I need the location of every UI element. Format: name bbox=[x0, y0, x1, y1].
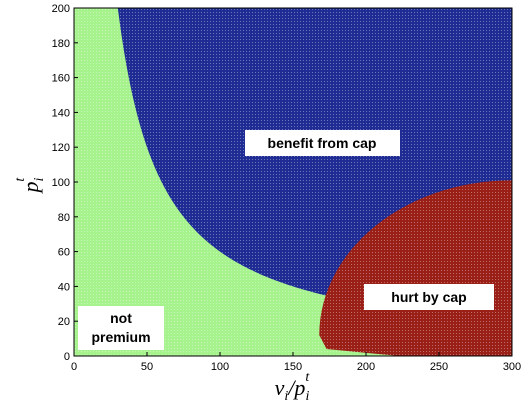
x-axis-label: vi/pit bbox=[275, 370, 311, 404]
y-tick-label: 200 bbox=[52, 3, 70, 15]
svg-text:hurt by cap: hurt by cap bbox=[391, 289, 466, 305]
svg-text:benefit from cap: benefit from cap bbox=[268, 135, 377, 151]
x-tick-label: 50 bbox=[141, 361, 153, 373]
y-tick-label: 60 bbox=[58, 247, 70, 259]
x-tick-label: 300 bbox=[503, 361, 521, 373]
y-tick-label: 40 bbox=[58, 281, 70, 293]
y-tick-label: 80 bbox=[58, 212, 70, 224]
label-hurt-by-cap: hurt by cap bbox=[364, 284, 494, 310]
y-tick-label: 180 bbox=[52, 38, 70, 50]
y-tick-label: 160 bbox=[52, 73, 70, 85]
svg-text:premium: premium bbox=[91, 329, 150, 345]
y-axis-label: pit bbox=[13, 177, 47, 195]
y-tick-label: 140 bbox=[52, 107, 70, 119]
svg-text:not: not bbox=[110, 310, 132, 326]
x-tick-label: 200 bbox=[357, 361, 375, 373]
plot-area bbox=[74, 8, 512, 356]
x-tick-label: 250 bbox=[430, 361, 448, 373]
x-tick-label: 150 bbox=[284, 361, 302, 373]
y-tick-label: 120 bbox=[52, 142, 70, 154]
label-not-premium: not premium bbox=[78, 306, 164, 350]
x-tick-label: 0 bbox=[71, 361, 77, 373]
y-tick-label: 100 bbox=[52, 177, 70, 189]
ticks: 0 50 100 150 200 250 300 0 20 40 60 80 100 120 140 160 1… bbox=[52, 3, 522, 373]
y-tick-label: 0 bbox=[64, 351, 70, 363]
x-tick-label: 100 bbox=[211, 361, 229, 373]
y-tick-label: 20 bbox=[58, 316, 70, 328]
label-benefit-from-cap: benefit from cap bbox=[245, 130, 400, 156]
